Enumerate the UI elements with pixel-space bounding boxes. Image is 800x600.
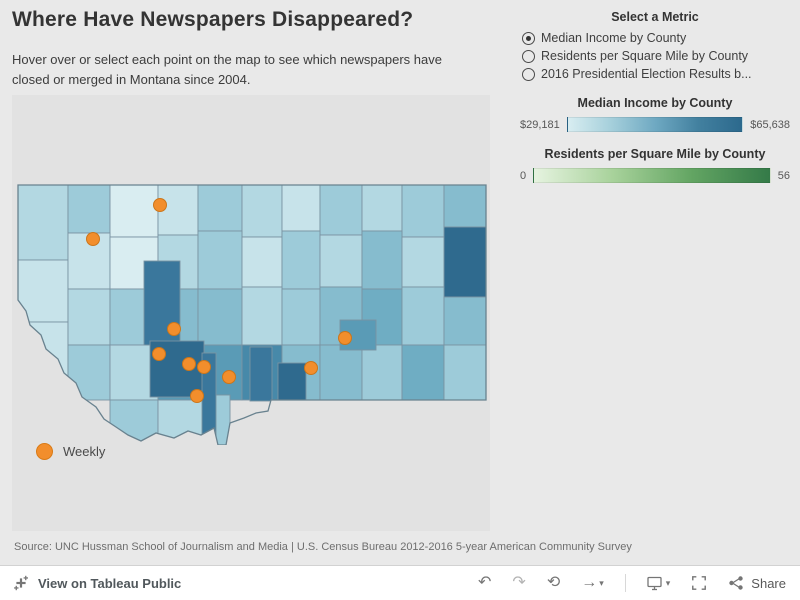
county-shape[interactable] (361, 344, 403, 401)
density-min-label: 0 (520, 169, 527, 182)
county-shape[interactable] (443, 185, 486, 228)
map-panel: Weekly (12, 95, 490, 531)
view-on-tableau-link[interactable]: View on Tableau Public (0, 575, 181, 591)
newspaper-point[interactable] (222, 370, 236, 384)
income-legend: $29,181 $65,638 (516, 117, 794, 132)
map-point-legend: Weekly (36, 443, 105, 460)
county-shape[interactable] (67, 344, 111, 401)
income-min-label: $29,181 (520, 118, 560, 131)
newspaper-point[interactable] (197, 360, 211, 374)
share-icon (729, 576, 743, 590)
share-label: Share (751, 575, 786, 591)
source-attribution: Source: UNC Hussman School of Journalism… (14, 541, 632, 553)
forward-arrow-glyph: → (581, 574, 598, 591)
metric-options-list: Median Income by County Residents per Squ… (516, 31, 794, 81)
reset-icon[interactable]: ⟲ (546, 574, 561, 591)
newspaper-point[interactable] (153, 198, 167, 212)
county-shape[interactable] (277, 362, 307, 401)
page-title: Where Have Newspapers Disappeared? (12, 8, 414, 31)
county-shape[interactable] (197, 288, 243, 346)
county-shape[interactable] (443, 296, 486, 346)
weekly-dot-icon (36, 443, 53, 460)
metric-option[interactable]: Median Income by County (522, 31, 794, 45)
county-shape[interactable] (319, 344, 363, 401)
download-icon[interactable]: ▾ (647, 576, 671, 591)
montana-choropleth-map[interactable] (16, 183, 488, 445)
tableau-logo-icon (14, 575, 28, 591)
county-shape[interactable] (249, 346, 273, 402)
newspaper-point[interactable] (338, 331, 352, 345)
county-shape[interactable] (241, 286, 283, 346)
newspaper-point[interactable] (304, 361, 318, 375)
newspaper-point[interactable] (190, 389, 204, 403)
tableau-toolbar: View on Tableau Public ↶ ↷ ⟲ → ▾ ▾ (0, 565, 800, 600)
state-outline (17, 184, 487, 445)
county-shape[interactable] (319, 234, 363, 288)
county-shape[interactable] (241, 236, 283, 288)
county-shape[interactable] (281, 230, 321, 290)
metric-option-label: Residents per Square Mile by County (541, 49, 749, 63)
metric-option[interactable]: 2016 Presidential Election Results b... (522, 67, 794, 81)
radio-selected-icon[interactable] (522, 31, 535, 45)
county-shape[interactable] (197, 185, 243, 232)
toolbar-actions: ↶ ↷ ⟲ → ▾ ▾ Share (478, 574, 800, 592)
download-caret-icon: ▾ (665, 577, 671, 588)
county-shape[interactable] (109, 185, 159, 238)
county-shape[interactable] (281, 185, 321, 232)
redo-icon[interactable]: ↷ (512, 574, 526, 591)
density-legend-title: Residents per Square Mile by County (544, 147, 766, 161)
income-legend-title: Median Income by County (577, 96, 733, 110)
county-shape[interactable] (361, 185, 403, 232)
newspaper-point[interactable] (167, 322, 181, 336)
metric-option-label: Median Income by County (541, 31, 687, 45)
county-shape[interactable] (401, 344, 445, 401)
county-shape[interactable] (361, 230, 403, 290)
county-shape[interactable] (443, 226, 486, 298)
forward-icon[interactable]: → ▾ (581, 575, 604, 591)
metric-selector-panel: Select a Metric Median Income by County R… (516, 10, 794, 183)
density-gradient-bar (533, 168, 771, 183)
forward-caret-icon: ▾ (599, 577, 604, 588)
county-shape[interactable] (443, 344, 486, 401)
page-subtitle: Hover over or select each point on the m… (12, 52, 442, 88)
newspaper-point[interactable] (182, 357, 196, 371)
county-shape[interactable] (281, 288, 321, 346)
metric-option[interactable]: Residents per Square Mile by County (522, 49, 794, 63)
toolbar-divider (624, 574, 626, 592)
newspaper-point[interactable] (86, 232, 100, 246)
county-shape[interactable] (319, 185, 363, 236)
weekly-legend-label: Weekly (63, 444, 106, 459)
metric-selector-title: Select a Metric (611, 10, 699, 24)
county-shape[interactable] (67, 288, 111, 346)
income-gradient-bar (566, 117, 744, 132)
county-shape[interactable] (401, 286, 445, 346)
radio-unselected-icon[interactable] (522, 67, 535, 81)
county-shape[interactable] (241, 185, 283, 238)
county-shape[interactable] (18, 259, 69, 323)
undo-icon[interactable]: ↶ (478, 574, 492, 591)
metric-option-label: 2016 Presidential Election Results b... (541, 67, 752, 81)
county-shape[interactable] (18, 185, 69, 261)
income-max-label: $65,638 (750, 118, 790, 131)
view-on-tableau-label: View on Tableau Public (38, 575, 182, 591)
county-shape[interactable] (401, 236, 445, 288)
county-shape[interactable] (197, 230, 243, 290)
county-shape[interactable] (67, 185, 111, 234)
newspaper-point[interactable] (152, 347, 166, 361)
share-button[interactable]: Share (728, 575, 786, 591)
density-legend: 0 56 (516, 168, 794, 183)
density-max-label: 56 (777, 169, 790, 182)
county-regions[interactable] (18, 185, 486, 445)
fullscreen-icon[interactable] (691, 575, 707, 591)
county-shape[interactable] (401, 185, 445, 238)
county-shape[interactable] (18, 321, 69, 383)
radio-unselected-icon[interactable] (522, 49, 535, 63)
county-shape[interactable] (157, 399, 209, 445)
